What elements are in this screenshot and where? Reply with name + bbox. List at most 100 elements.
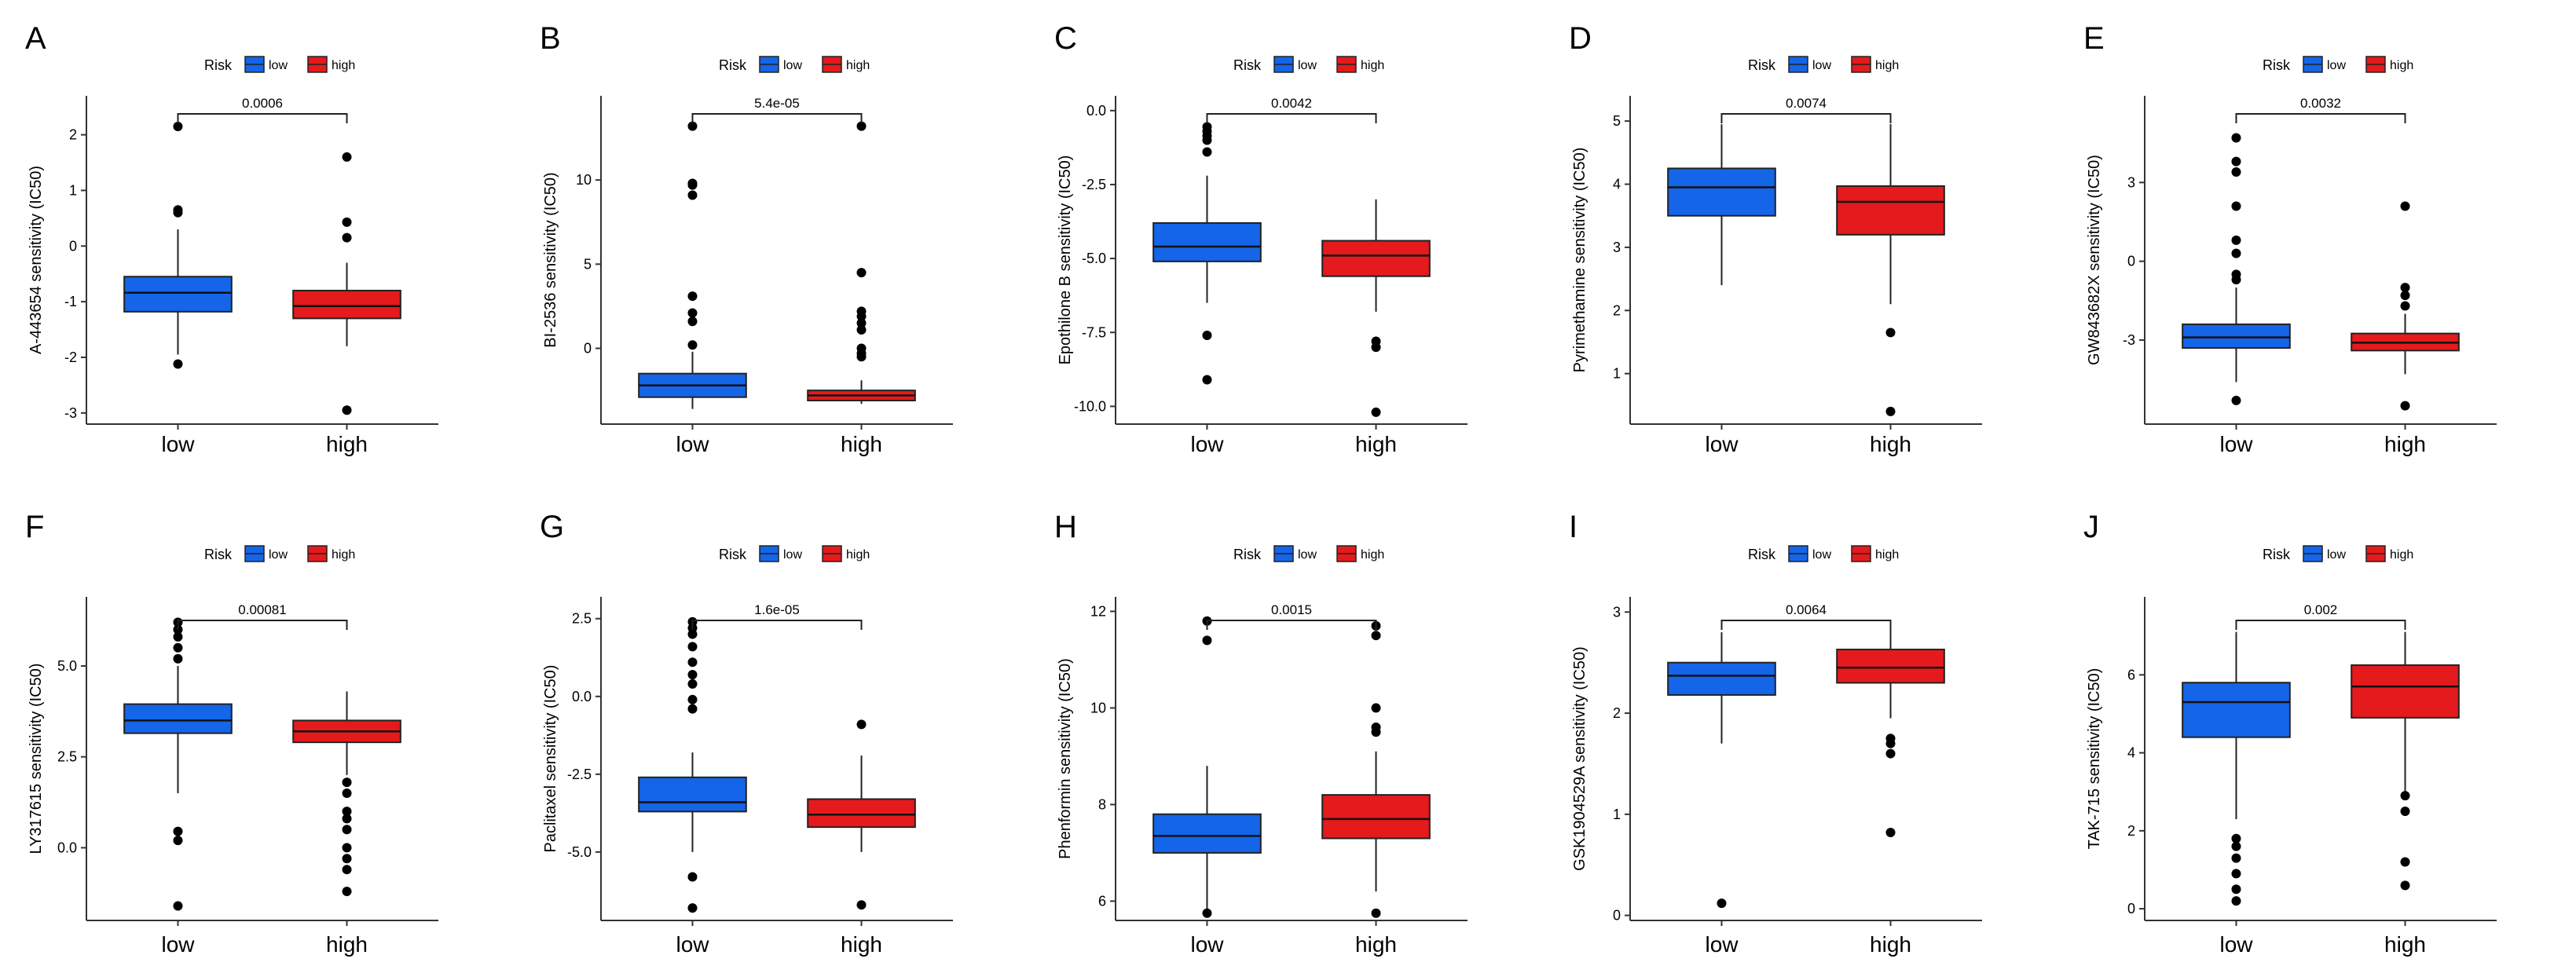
y-tick-label: -2 bbox=[64, 349, 77, 365]
outlier-point bbox=[856, 352, 867, 362]
outlier-point bbox=[1202, 135, 1212, 145]
outlier-point bbox=[687, 694, 698, 704]
y-tick-label: 4 bbox=[2127, 745, 2135, 761]
p-value-label: 0.0042 bbox=[1271, 96, 1312, 111]
significance-bracket bbox=[1206, 113, 1377, 123]
outlier-point bbox=[342, 825, 352, 835]
panel-letter: G bbox=[540, 510, 564, 544]
legend: Risk low high bbox=[719, 545, 870, 562]
y-tick-label: -5.0 bbox=[567, 844, 592, 860]
outlier-point bbox=[687, 317, 698, 327]
y-tick-label: 0 bbox=[584, 341, 592, 357]
significance-bracket bbox=[1720, 113, 1892, 123]
y-tick-label: 0 bbox=[69, 238, 77, 254]
panel-c: C Risk low high 0.0 -2.5 -5.0 -7.5 -10.0 Epothilo… bbox=[1054, 21, 1468, 456]
outlier-point bbox=[173, 901, 183, 911]
x-tick-label-low: low bbox=[1190, 432, 1224, 456]
outlier-point bbox=[687, 657, 698, 668]
panel-d: D Risk low high 1 2 3 4 5 Pyrimethamine sensitivi… bbox=[1569, 21, 1982, 456]
outlier-point bbox=[687, 903, 698, 913]
legend: Risk low high bbox=[1748, 545, 1899, 562]
outlier-point bbox=[1885, 327, 1896, 338]
outlier-point bbox=[687, 642, 698, 652]
outlier-point bbox=[342, 814, 352, 824]
outlier-point bbox=[2400, 807, 2410, 817]
y-tick-label: 6 bbox=[2127, 667, 2135, 682]
p-value-label: 0.00081 bbox=[238, 602, 286, 617]
p-value-label: 0.002 bbox=[2304, 602, 2338, 617]
outlier-point bbox=[687, 340, 698, 350]
outlier-point bbox=[687, 629, 698, 639]
y-tick-label: 1 bbox=[1613, 366, 1621, 382]
y-tick-label: -2.5 bbox=[1082, 177, 1106, 192]
y-axis-title: Phenformin sensitivity (IC50) bbox=[1057, 658, 1074, 859]
y-tick-label: 0.0 bbox=[1086, 103, 1106, 119]
legend-title: Risk bbox=[2263, 547, 2291, 562]
box-high bbox=[807, 121, 916, 404]
outlier-point bbox=[173, 359, 183, 369]
legend: Risk low high bbox=[204, 56, 355, 73]
box-low bbox=[638, 121, 747, 409]
x-tick-label-low: low bbox=[1190, 932, 1224, 957]
y-tick-label: -1 bbox=[64, 294, 77, 309]
legend-title: Risk bbox=[1233, 547, 1262, 562]
outlier-point bbox=[342, 807, 352, 817]
legend-label-low: low bbox=[1298, 59, 1317, 72]
x-tick-label-low: low bbox=[161, 432, 195, 456]
box-iqr bbox=[292, 289, 401, 320]
legend-title: Risk bbox=[1748, 547, 1776, 562]
legend-title: Risk bbox=[1748, 57, 1776, 73]
outlier-point bbox=[687, 872, 698, 882]
panel-e: E Risk low high -3 0 3 GW843682X sensitivity (I… bbox=[2083, 21, 2497, 456]
legend-title: Risk bbox=[204, 57, 233, 73]
outlier-point bbox=[2231, 133, 2241, 143]
x-tick-label-low: low bbox=[676, 932, 709, 957]
legend-label-low: low bbox=[783, 548, 802, 562]
y-tick-label: -3 bbox=[64, 405, 77, 421]
legend-label-high: high bbox=[332, 59, 355, 72]
box-high bbox=[2351, 631, 2460, 891]
legend-label-low: low bbox=[1812, 59, 1831, 72]
outlier-point bbox=[2231, 156, 2241, 166]
box-iqr bbox=[1321, 794, 1431, 840]
box-low bbox=[123, 617, 233, 911]
outlier-point bbox=[173, 653, 183, 664]
outlier-point bbox=[2231, 841, 2241, 851]
legend-label-low: low bbox=[1812, 548, 1831, 562]
y-tick-label: 2.5 bbox=[572, 611, 592, 627]
box-high bbox=[1836, 124, 1945, 416]
y-tick-label: 3 bbox=[1613, 604, 1621, 620]
y-tick-label: 2 bbox=[1613, 705, 1621, 721]
outlier-point bbox=[2231, 395, 2241, 405]
y-tick-label: 5.0 bbox=[57, 658, 77, 674]
y-tick-label: -10.0 bbox=[1074, 398, 1106, 414]
y-tick-label: 0 bbox=[1613, 908, 1621, 924]
x-tick-label-low: low bbox=[1705, 932, 1739, 957]
significance-bracket bbox=[2235, 113, 2406, 123]
x-tick-label-high: high bbox=[2384, 432, 2426, 456]
x-tick-label-high: high bbox=[326, 432, 368, 456]
x-tick-label-high: high bbox=[1355, 932, 1397, 957]
p-value-label: 1.6e-05 bbox=[754, 602, 800, 617]
box-low bbox=[123, 121, 233, 369]
outlier-point bbox=[2400, 201, 2410, 211]
panel-a: A Risk low high -3 -2 -1 0 1 2 A-443654 sensitivit… bbox=[25, 21, 438, 456]
x-tick-label-low: low bbox=[2219, 432, 2253, 456]
box-iqr bbox=[1152, 813, 1262, 854]
outlier-point bbox=[342, 788, 352, 798]
outlier-point bbox=[2231, 869, 2241, 879]
outlier-point bbox=[687, 291, 698, 302]
outlier-point bbox=[687, 190, 698, 200]
outlier-point bbox=[1202, 908, 1212, 918]
outlier-point bbox=[173, 121, 183, 131]
y-tick-label: 0 bbox=[2127, 254, 2135, 269]
outlier-point bbox=[2231, 248, 2241, 258]
box-high bbox=[807, 719, 916, 910]
outlier-point bbox=[342, 405, 352, 415]
outlier-point bbox=[173, 207, 183, 218]
p-value-label: 0.0064 bbox=[1786, 602, 1827, 617]
outlier-point bbox=[1371, 407, 1381, 417]
significance-bracket bbox=[177, 620, 348, 630]
outlier-point bbox=[687, 679, 698, 689]
x-tick-label-high: high bbox=[841, 432, 882, 456]
